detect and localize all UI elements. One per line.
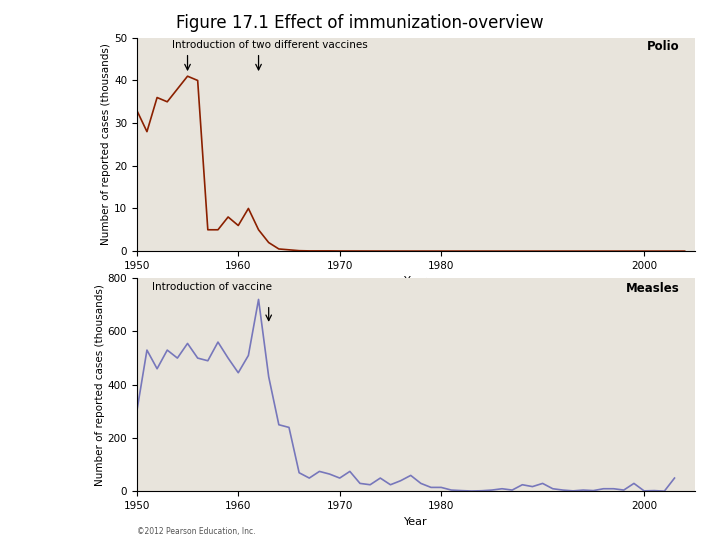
Text: ©2012 Pearson Education, Inc.: ©2012 Pearson Education, Inc. — [137, 526, 256, 536]
Y-axis label: Number of reported cases (thousands): Number of reported cases (thousands) — [102, 44, 111, 245]
Text: Measles: Measles — [626, 282, 680, 295]
Text: Introduction of two different vaccines: Introduction of two different vaccines — [172, 40, 368, 50]
X-axis label: Year: Year — [404, 276, 428, 286]
Text: Figure 17.1 Effect of immunization-overview: Figure 17.1 Effect of immunization-overv… — [176, 14, 544, 31]
X-axis label: Year: Year — [404, 517, 428, 526]
Y-axis label: Number of reported cases (thousands): Number of reported cases (thousands) — [94, 284, 104, 485]
Text: Introduction of vaccine: Introduction of vaccine — [152, 282, 272, 292]
Text: Polio: Polio — [647, 40, 680, 53]
